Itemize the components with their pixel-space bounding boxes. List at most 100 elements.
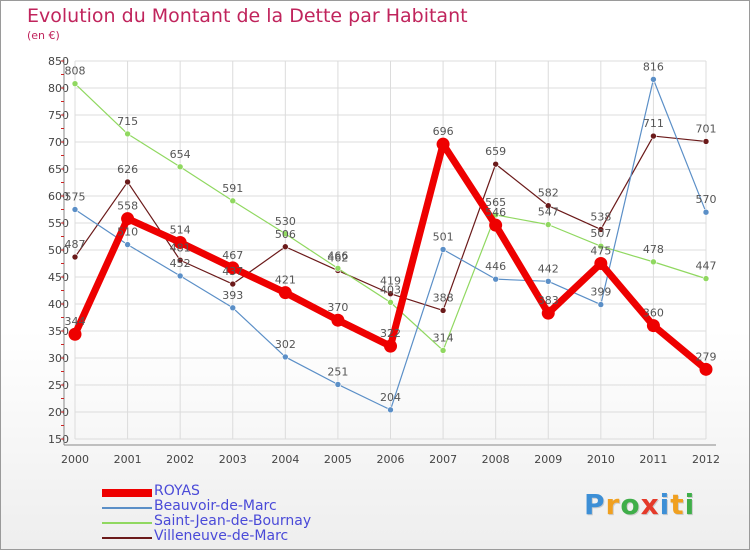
data-point — [282, 230, 289, 238]
data-label: 467 — [222, 249, 243, 262]
data-label: 654 — [170, 148, 191, 161]
x-tick-label: 2004 — [271, 453, 299, 466]
axes: 1502002503003504004505005506006507007508… — [48, 55, 720, 466]
y-tick-label: 250 — [48, 379, 69, 392]
data-label: 437 — [222, 265, 243, 278]
logo-letter: i — [659, 488, 671, 521]
data-label: 452 — [170, 257, 191, 270]
data-label: 701 — [696, 122, 717, 135]
y-tick-label: 150 — [48, 433, 69, 446]
data-label: 388 — [433, 291, 454, 304]
data-point — [650, 76, 657, 83]
y-tick-label: 200 — [48, 406, 69, 419]
data-label: 565 — [485, 196, 506, 209]
data-label: 370 — [327, 301, 348, 314]
data-point — [229, 280, 237, 288]
data-label: 711 — [643, 117, 664, 130]
data-point — [439, 347, 447, 354]
data-point — [544, 221, 552, 228]
data-label: 419 — [380, 275, 401, 288]
x-tick-label: 2006 — [377, 453, 405, 466]
data-label: 393 — [222, 289, 243, 302]
data-label: 514 — [170, 223, 191, 236]
data-label: 659 — [485, 145, 506, 158]
x-tick-label: 2010 — [587, 453, 615, 466]
data-point — [436, 137, 450, 151]
data-label: 360 — [643, 307, 664, 320]
y-tick-label: 650 — [48, 163, 69, 176]
logo-letter: i — [684, 488, 696, 521]
data-label: 403 — [380, 283, 401, 296]
y-tick-label: 300 — [48, 352, 69, 365]
data-label: 462 — [327, 252, 348, 265]
data-point — [492, 275, 499, 283]
data-point — [176, 256, 184, 264]
data-point — [282, 243, 289, 251]
data-label: 575 — [65, 191, 86, 204]
data-point — [650, 132, 657, 140]
x-tick-label: 2007 — [429, 453, 457, 466]
data-label: 547 — [538, 206, 559, 219]
data-label: 506 — [275, 228, 296, 241]
data-label: 302 — [275, 338, 296, 351]
data-point — [124, 241, 131, 248]
y-tick-label: 800 — [48, 82, 69, 95]
data-point — [229, 197, 237, 205]
data-label: 582 — [538, 187, 559, 200]
y-tick-label: 550 — [48, 217, 69, 230]
x-tick-label: 2002 — [166, 453, 194, 466]
data-label: 314 — [433, 331, 454, 344]
data-point — [594, 257, 608, 270]
data-label: 399 — [590, 286, 611, 299]
data-labels: 487 626 481 437 506 462 419 388 659 582 538 711 701 8… — [65, 60, 717, 403]
data-label: 447 — [696, 260, 717, 273]
data-point — [176, 163, 184, 171]
data-label: 696 — [433, 125, 454, 138]
data-point — [68, 327, 82, 341]
data-point — [544, 278, 552, 285]
data-label: 570 — [696, 193, 717, 206]
x-tick-label: 2012 — [692, 453, 720, 466]
data-point — [597, 301, 605, 308]
data-point — [489, 218, 503, 232]
logo-letter: o — [620, 488, 641, 521]
data-label: 251 — [327, 365, 348, 378]
logo-letter: r — [605, 488, 621, 521]
legend-swatch — [102, 489, 152, 497]
data-label: 322 — [380, 327, 401, 340]
logo-letter: P — [584, 488, 606, 521]
data-point — [176, 272, 184, 280]
data-point — [71, 80, 79, 87]
data-label: 510 — [117, 226, 138, 239]
y-tick-label: 750 — [48, 109, 69, 122]
data-point — [699, 362, 713, 376]
data-label: 816 — [643, 60, 664, 73]
logo-letter: x — [640, 488, 660, 521]
data-point — [439, 246, 447, 253]
x-tick-label: 2009 — [534, 453, 562, 466]
data-label: 530 — [275, 215, 296, 228]
data-point — [121, 212, 135, 226]
y-tick-label: 450 — [48, 271, 69, 284]
series-lines — [68, 76, 713, 414]
data-point — [439, 307, 447, 314]
legend-label: Saint-Jean-de-Bournay — [154, 513, 312, 529]
data-point — [71, 206, 79, 213]
chart-subtitle: (en €) — [27, 29, 60, 42]
data-label: 466 — [327, 249, 348, 262]
data-label: 538 — [590, 210, 611, 223]
x-tick-label: 2008 — [482, 453, 510, 466]
data-point — [702, 138, 710, 145]
legend-swatch — [102, 507, 152, 509]
data-label: 591 — [222, 182, 243, 195]
data-point — [124, 178, 131, 186]
legend-swatch — [102, 522, 152, 524]
x-tick-label: 2005 — [324, 453, 352, 466]
data-label: 487 — [65, 238, 86, 251]
legend-label: ROYAS — [154, 483, 200, 499]
data-label: 383 — [538, 294, 559, 307]
data-label: 481 — [170, 241, 191, 254]
data-label: 344 — [65, 315, 86, 328]
